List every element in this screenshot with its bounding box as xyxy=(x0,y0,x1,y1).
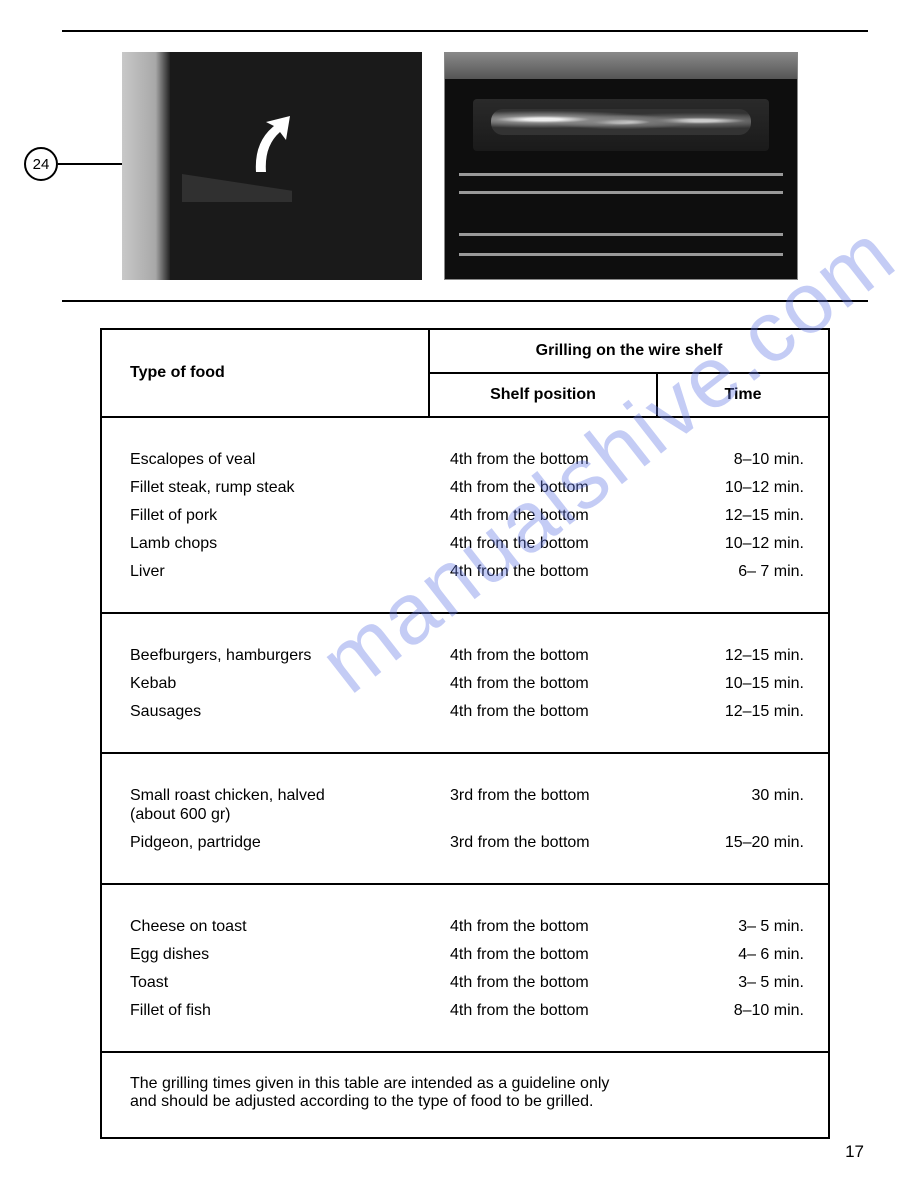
cell-food: Sausages xyxy=(102,698,430,726)
arrow-icon xyxy=(246,112,296,182)
cell-food: Beefburgers, hamburgers xyxy=(102,642,430,670)
cell-food: Pidgeon, partridge xyxy=(102,829,430,857)
cell-time: 6– 7 min. xyxy=(658,558,828,586)
cell-position: 4th from the bottom xyxy=(430,698,658,726)
col-shelf-position: Shelf position xyxy=(430,374,658,416)
cell-food: Fillet of pork xyxy=(102,502,430,530)
cell-position: 4th from the bottom xyxy=(430,670,658,698)
table-section: Cheese on toast4th from the bottom3– 5 m… xyxy=(102,885,828,1053)
table-section: Escalopes of veal4th from the bottom8–10… xyxy=(102,418,828,614)
cell-position: 4th from the bottom xyxy=(430,941,658,969)
cell-time: 10–15 min. xyxy=(658,670,828,698)
table-row: Toast4th from the bottom3– 5 min. xyxy=(102,969,828,997)
cell-position: 4th from the bottom xyxy=(430,446,658,474)
photo-oven-interior xyxy=(444,52,798,280)
col-time: Time xyxy=(658,374,828,416)
page-frame: 24 manualshive.com Type of food Grilling… xyxy=(62,30,868,1139)
table-row: Kebab4th from the bottom10–15 min. xyxy=(102,670,828,698)
cell-food: Fillet of fish xyxy=(102,997,430,1025)
cell-position: 4th from the bottom xyxy=(430,642,658,670)
table-row: Liver4th from the bottom6– 7 min. xyxy=(102,558,828,586)
cell-position: 3rd from the bottom xyxy=(430,829,658,857)
table-row: Fillet steak, rump steak4th from the bot… xyxy=(102,474,828,502)
cell-time: 3– 5 min. xyxy=(658,969,828,997)
cell-time: 10–12 min. xyxy=(658,530,828,558)
cell-food-sub: (about 600 gr) xyxy=(102,806,430,829)
table-footnote: The grilling times given in this table a… xyxy=(102,1053,828,1137)
cell-food: Escalopes of veal xyxy=(102,446,430,474)
table-row: Sausages4th from the bottom12–15 min. xyxy=(102,698,828,726)
col-type-of-food: Type of food xyxy=(102,330,430,418)
table-row: Escalopes of veal4th from the bottom8–10… xyxy=(102,446,828,474)
cell-food: Lamb chops xyxy=(102,530,430,558)
cell-time: 12–15 min. xyxy=(658,502,828,530)
cell-position: 4th from the bottom xyxy=(430,913,658,941)
table-row: (about 600 gr) xyxy=(102,810,828,829)
table-row: Egg dishes4th from the bottom4– 6 min. xyxy=(102,941,828,969)
table-row: Pidgeon, partridge3rd from the bottom15–… xyxy=(102,829,828,857)
table-section: Beefburgers, hamburgers4th from the bott… xyxy=(102,614,828,754)
table-row: Fillet of fish4th from the bottom8–10 mi… xyxy=(102,997,828,1025)
cell-food: Cheese on toast xyxy=(102,913,430,941)
cell-time: 12–15 min. xyxy=(658,642,828,670)
cell-position: 4th from the bottom xyxy=(430,558,658,586)
photo-oven-handle xyxy=(122,52,422,280)
cell-position: 4th from the bottom xyxy=(430,474,658,502)
page-number: 17 xyxy=(845,1142,864,1162)
cell-time: 8–10 min. xyxy=(658,446,828,474)
cell-position: 4th from the bottom xyxy=(430,997,658,1025)
table-row: Beefburgers, hamburgers4th from the bott… xyxy=(102,642,828,670)
cell-time: 30 min. xyxy=(658,782,828,810)
footnote-line: and should be adjusted according to the … xyxy=(130,1093,800,1111)
cell-food: Liver xyxy=(102,558,430,586)
callout-number: 24 xyxy=(24,147,58,181)
table-row: Fillet of pork4th from the bottom12–15 m… xyxy=(102,502,828,530)
table-section: Small roast chicken, halved3rd from the … xyxy=(102,754,828,885)
image-section: 24 xyxy=(62,32,868,302)
table-row: Cheese on toast4th from the bottom3– 5 m… xyxy=(102,913,828,941)
cell-time: 8–10 min. xyxy=(658,997,828,1025)
cell-food: Kebab xyxy=(102,670,430,698)
table-header: Type of food Grilling on the wire shelf … xyxy=(102,330,828,418)
footnote-line: The grilling times given in this table a… xyxy=(130,1075,800,1093)
cell-food: Toast xyxy=(102,969,430,997)
cell-time: 10–12 min. xyxy=(658,474,828,502)
col-grilling-merged: Grilling on the wire shelf xyxy=(430,330,828,374)
grilling-table: manualshive.com Type of food Grilling on… xyxy=(100,328,830,1139)
cell-position: 3rd from the bottom xyxy=(430,782,658,810)
cell-time: 4– 6 min. xyxy=(658,941,828,969)
table-row: Lamb chops4th from the bottom10–12 min. xyxy=(102,530,828,558)
cell-position: 4th from the bottom xyxy=(430,530,658,558)
cell-position: 4th from the bottom xyxy=(430,502,658,530)
cell-time: 3– 5 min. xyxy=(658,913,828,941)
cell-food: Fillet steak, rump steak xyxy=(102,474,430,502)
cell-position: 4th from the bottom xyxy=(430,969,658,997)
cell-time: 15–20 min. xyxy=(658,829,828,857)
cell-food: Egg dishes xyxy=(102,941,430,969)
cell-time: 12–15 min. xyxy=(658,698,828,726)
